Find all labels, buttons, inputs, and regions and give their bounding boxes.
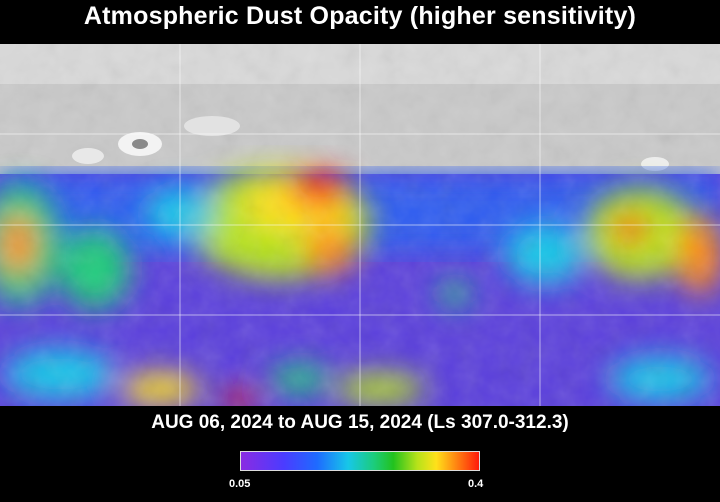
- date-range: AUG 06, 2024 to AUG 15, 2024 (Ls 307.0-3…: [151, 412, 569, 433]
- dust-opacity-map: [0, 44, 720, 406]
- scale-min-label: 0.05: [229, 478, 251, 490]
- color-scale-bar: [240, 451, 480, 471]
- lat-lon-grid: [0, 44, 720, 406]
- map-title: Atmospheric Dust Opacity (higher sensiti…: [83, 2, 637, 30]
- scale-max-label: 0.4: [468, 478, 484, 490]
